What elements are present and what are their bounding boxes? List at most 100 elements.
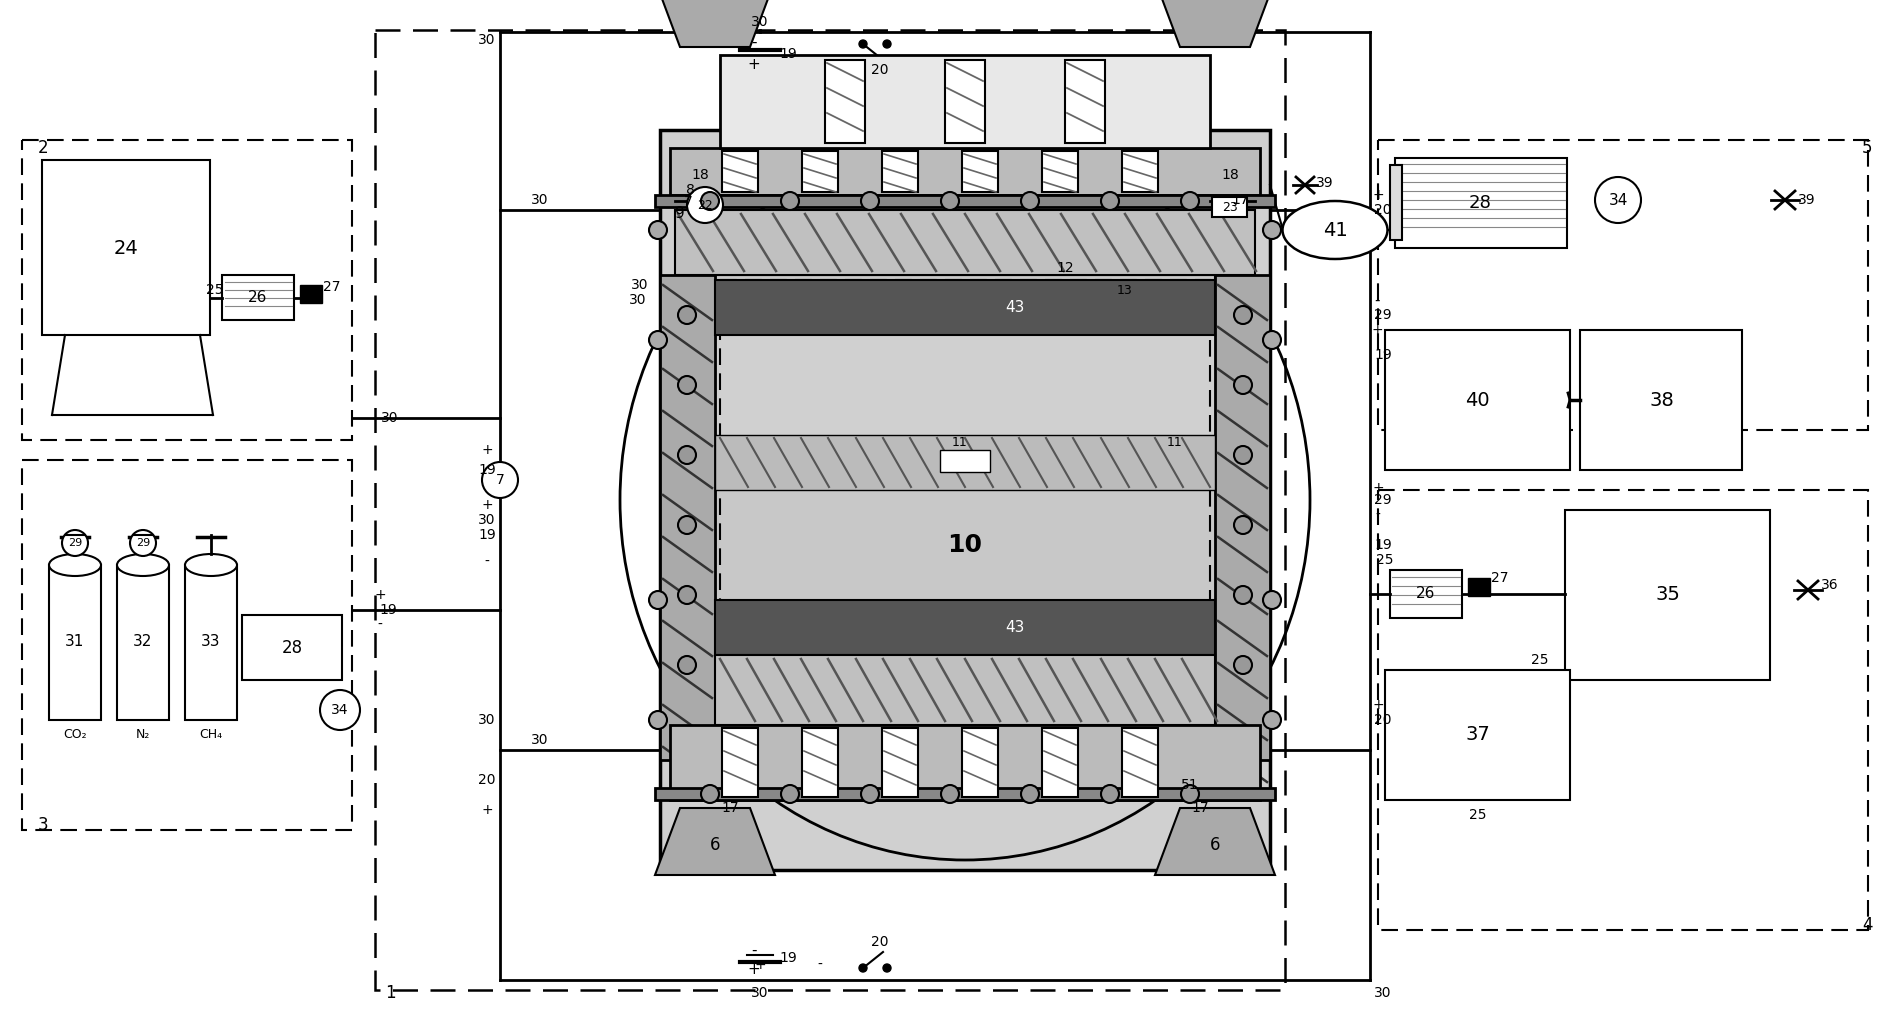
Bar xyxy=(715,435,1216,490)
Circle shape xyxy=(686,187,722,223)
Text: 28: 28 xyxy=(282,639,303,657)
Text: 43: 43 xyxy=(1006,620,1025,635)
Circle shape xyxy=(1263,591,1280,609)
Text: 23: 23 xyxy=(1222,201,1239,214)
Bar xyxy=(660,275,715,760)
Bar xyxy=(1467,578,1490,596)
Circle shape xyxy=(679,586,696,604)
Text: 9: 9 xyxy=(675,206,685,221)
Bar xyxy=(23,140,352,440)
Text: 20: 20 xyxy=(1375,203,1392,217)
Text: 4: 4 xyxy=(1863,916,1872,934)
Circle shape xyxy=(679,446,696,464)
Text: 31: 31 xyxy=(66,634,85,649)
Circle shape xyxy=(679,516,696,534)
Text: 29: 29 xyxy=(136,538,149,548)
Circle shape xyxy=(702,785,719,803)
Text: 25: 25 xyxy=(1532,653,1549,667)
Text: 27: 27 xyxy=(1492,571,1509,585)
Text: CH₄: CH₄ xyxy=(199,729,223,741)
Circle shape xyxy=(1235,306,1252,324)
Text: 51: 51 xyxy=(1182,778,1199,792)
Text: 30: 30 xyxy=(531,193,548,207)
Circle shape xyxy=(1021,192,1038,210)
Circle shape xyxy=(781,785,800,803)
Text: -: - xyxy=(817,958,823,972)
Bar xyxy=(1396,158,1568,248)
Circle shape xyxy=(1101,785,1119,803)
Bar xyxy=(221,275,293,320)
Text: +: + xyxy=(1373,698,1384,712)
Text: 17: 17 xyxy=(720,801,739,815)
Bar xyxy=(1121,728,1157,797)
Bar xyxy=(940,450,991,472)
Bar xyxy=(963,151,998,192)
Text: -: - xyxy=(751,943,756,958)
Text: 25: 25 xyxy=(1469,808,1486,822)
Circle shape xyxy=(860,192,879,210)
Bar xyxy=(301,285,321,303)
Text: 30: 30 xyxy=(478,713,495,727)
Text: 37: 37 xyxy=(1466,726,1490,744)
Text: CO₂: CO₂ xyxy=(62,729,87,741)
Bar xyxy=(715,280,1216,335)
Bar xyxy=(1390,570,1462,618)
Bar xyxy=(963,728,998,797)
Bar xyxy=(715,275,1216,760)
Circle shape xyxy=(649,331,668,349)
Text: 3: 3 xyxy=(38,816,49,834)
Bar xyxy=(946,60,985,143)
Text: +: + xyxy=(1373,188,1384,202)
Bar xyxy=(1384,670,1570,800)
Text: 19: 19 xyxy=(1375,538,1392,552)
Text: +: + xyxy=(1373,480,1384,495)
Polygon shape xyxy=(654,0,775,47)
Text: 36: 36 xyxy=(1821,578,1838,592)
Bar xyxy=(23,460,352,830)
Circle shape xyxy=(62,530,89,556)
Text: 12: 12 xyxy=(1057,261,1074,275)
Polygon shape xyxy=(1155,808,1275,875)
Bar xyxy=(824,60,864,143)
Text: 30: 30 xyxy=(751,15,770,29)
Text: -: - xyxy=(484,555,490,569)
Text: 30: 30 xyxy=(478,33,495,47)
Text: +: + xyxy=(480,803,494,817)
Bar xyxy=(374,30,1286,989)
Bar xyxy=(660,130,1271,870)
Text: 17: 17 xyxy=(1231,193,1248,207)
Text: -: - xyxy=(1375,508,1380,522)
Bar xyxy=(117,565,168,720)
Text: -: - xyxy=(378,618,382,632)
Text: 19: 19 xyxy=(779,47,796,61)
Text: 20: 20 xyxy=(872,935,889,949)
Text: 8: 8 xyxy=(686,183,694,197)
Text: 27: 27 xyxy=(323,280,340,294)
Text: 7: 7 xyxy=(685,195,692,209)
Text: 18: 18 xyxy=(690,168,709,182)
Circle shape xyxy=(781,192,800,210)
Circle shape xyxy=(942,785,959,803)
Circle shape xyxy=(1263,711,1280,729)
Bar xyxy=(42,160,210,335)
Text: 30: 30 xyxy=(751,986,770,1000)
Bar xyxy=(242,615,342,680)
Circle shape xyxy=(942,192,959,210)
Text: 28: 28 xyxy=(1469,194,1492,212)
Text: 11: 11 xyxy=(1167,437,1184,450)
Circle shape xyxy=(1182,192,1199,210)
Circle shape xyxy=(1235,376,1252,394)
Text: +: + xyxy=(480,443,494,457)
Text: 40: 40 xyxy=(1466,391,1490,409)
Bar xyxy=(802,151,838,192)
Text: 20: 20 xyxy=(478,773,495,787)
Circle shape xyxy=(1182,785,1199,803)
Text: +: + xyxy=(1371,323,1382,337)
Circle shape xyxy=(679,306,696,324)
Circle shape xyxy=(1235,656,1252,674)
Bar xyxy=(669,148,1259,195)
Text: 43: 43 xyxy=(1006,300,1025,315)
Text: 17: 17 xyxy=(1191,801,1208,815)
Text: 25: 25 xyxy=(206,283,223,297)
Circle shape xyxy=(679,656,696,674)
